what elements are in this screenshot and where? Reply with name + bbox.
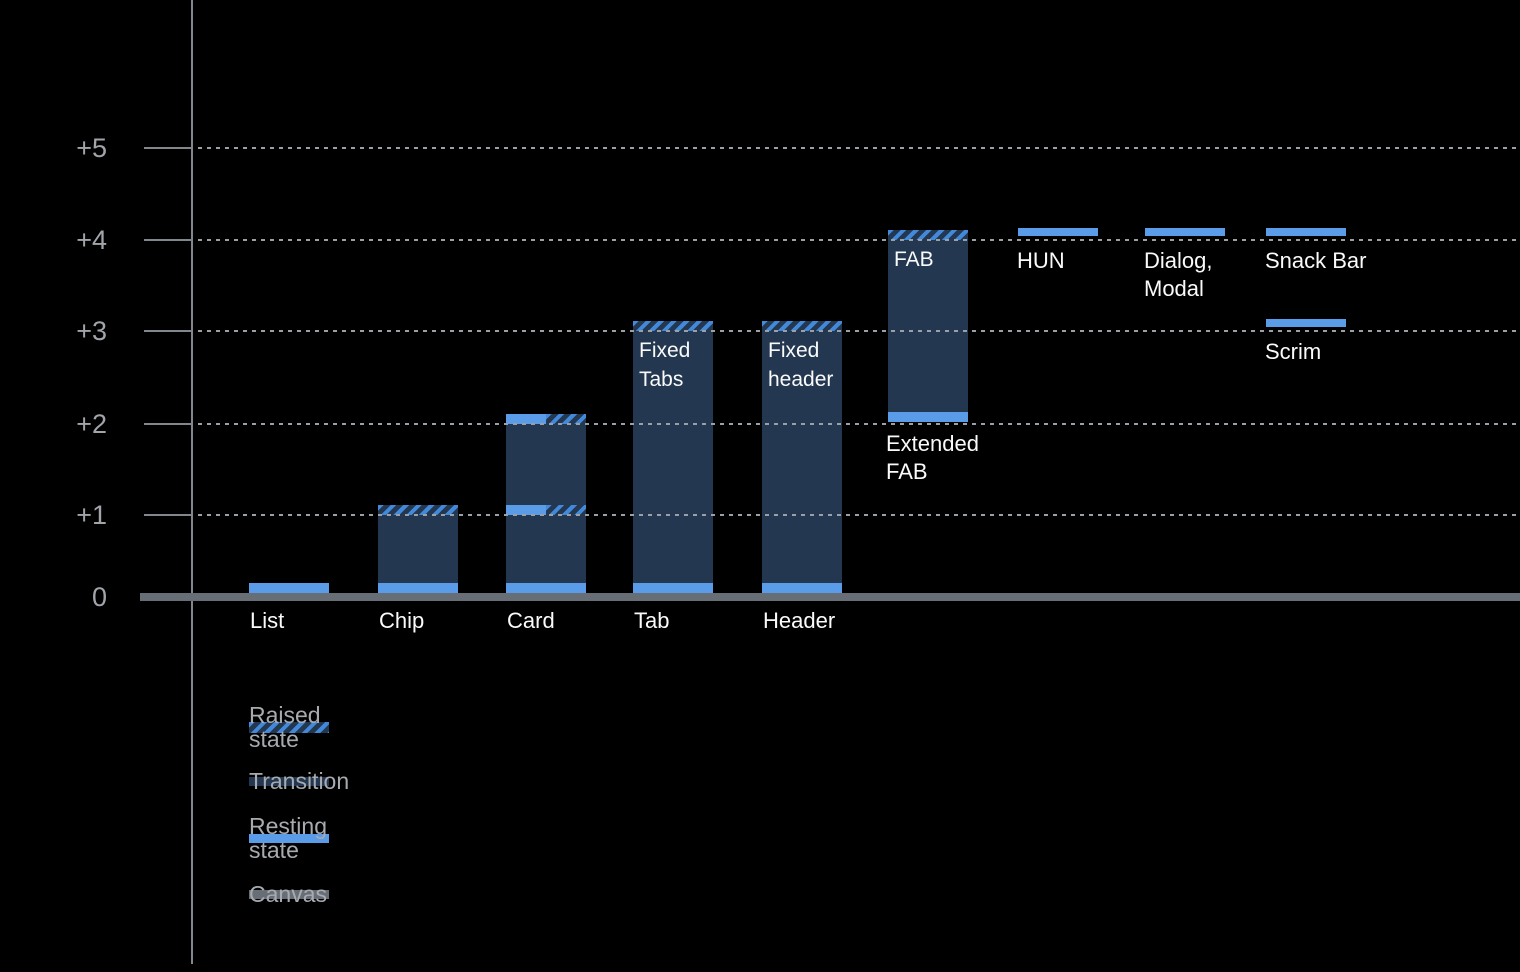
y-tick-label: +5 bbox=[76, 133, 107, 163]
bar-label-header: Header bbox=[763, 608, 836, 633]
bar-header-transition bbox=[762, 331, 842, 583]
y-axis-line bbox=[191, 0, 193, 964]
y-tick-label: +4 bbox=[76, 225, 107, 255]
bar-card-raised-state bbox=[546, 414, 586, 424]
bar-dialog-modal-resting-state bbox=[1145, 228, 1225, 236]
legend-label: Canvas bbox=[249, 881, 327, 907]
bar-card-resting-mark bbox=[506, 414, 546, 424]
bar-scrim-resting-state bbox=[1266, 319, 1346, 327]
y-tick-label: +1 bbox=[76, 500, 107, 530]
legend-label: Resting state bbox=[249, 813, 327, 863]
bar-tab-raised-state bbox=[633, 321, 713, 331]
bar-tab-transition bbox=[633, 331, 713, 583]
bar-label-tab: Fixed Tabs bbox=[639, 339, 691, 391]
bar-label-tab: Tab bbox=[634, 608, 670, 633]
bar-fab-resting-state bbox=[888, 412, 968, 422]
raised-state-swatch-icon bbox=[249, 721, 329, 733]
bar-label-snack-bar: Snack Bar bbox=[1265, 248, 1367, 273]
bar-fab-transition bbox=[888, 240, 968, 412]
bar-label-card: Card bbox=[507, 608, 555, 633]
bar-tab-resting-state bbox=[633, 583, 713, 593]
bar-label-header: Fixed header bbox=[768, 339, 834, 391]
bar-label-fab: FAB bbox=[894, 248, 934, 271]
bar-hun-resting-state bbox=[1018, 228, 1098, 236]
bar-label-dialog-modal: Dialog, Modal bbox=[1144, 248, 1213, 301]
y-tick-label: +2 bbox=[76, 409, 107, 439]
canvas-swatch-icon bbox=[249, 889, 329, 899]
bar-label-list: List bbox=[250, 608, 285, 633]
bar-card-resting-mark bbox=[506, 505, 546, 515]
bar-label-hun: HUN bbox=[1017, 248, 1065, 273]
bar-fab-raised-state bbox=[888, 230, 968, 240]
gridline bbox=[198, 423, 1520, 425]
bar-chip-resting-state bbox=[378, 583, 458, 593]
y-tick-mark bbox=[144, 514, 192, 516]
gridline bbox=[198, 239, 1520, 241]
y-tick-mark bbox=[144, 423, 192, 425]
bar-chip-transition bbox=[378, 515, 458, 583]
legend-label: Raised state bbox=[249, 702, 321, 752]
bar-card-transition bbox=[506, 424, 586, 583]
bar-label-chip: Chip bbox=[379, 608, 425, 633]
gridline bbox=[198, 514, 1520, 516]
bar-list-resting-state bbox=[249, 583, 329, 593]
bar-header-resting-state bbox=[762, 583, 842, 593]
resting-state-swatch-icon bbox=[249, 833, 329, 843]
bar-snack-bar-resting-state bbox=[1266, 228, 1346, 236]
bar-chip-raised-state bbox=[378, 505, 458, 515]
bar-label-fab: Extended FAB bbox=[886, 431, 979, 484]
bar-card-raised-state bbox=[546, 505, 586, 515]
y-tick-mark bbox=[144, 330, 192, 332]
gridline bbox=[198, 330, 1520, 332]
bar-header-raised-state bbox=[762, 321, 842, 331]
bar-card-resting-state bbox=[506, 583, 586, 593]
y-tick-mark bbox=[144, 147, 192, 149]
y-tick-label: +3 bbox=[76, 316, 107, 346]
y-tick-label: 0 bbox=[91, 582, 107, 612]
y-tick-mark bbox=[144, 239, 192, 241]
canvas-baseline bbox=[140, 593, 1520, 601]
gridline bbox=[198, 147, 1520, 149]
legend-label: Transition bbox=[249, 768, 350, 794]
transition-swatch-icon bbox=[249, 776, 329, 786]
bar-label-scrim: Scrim bbox=[1265, 339, 1322, 364]
